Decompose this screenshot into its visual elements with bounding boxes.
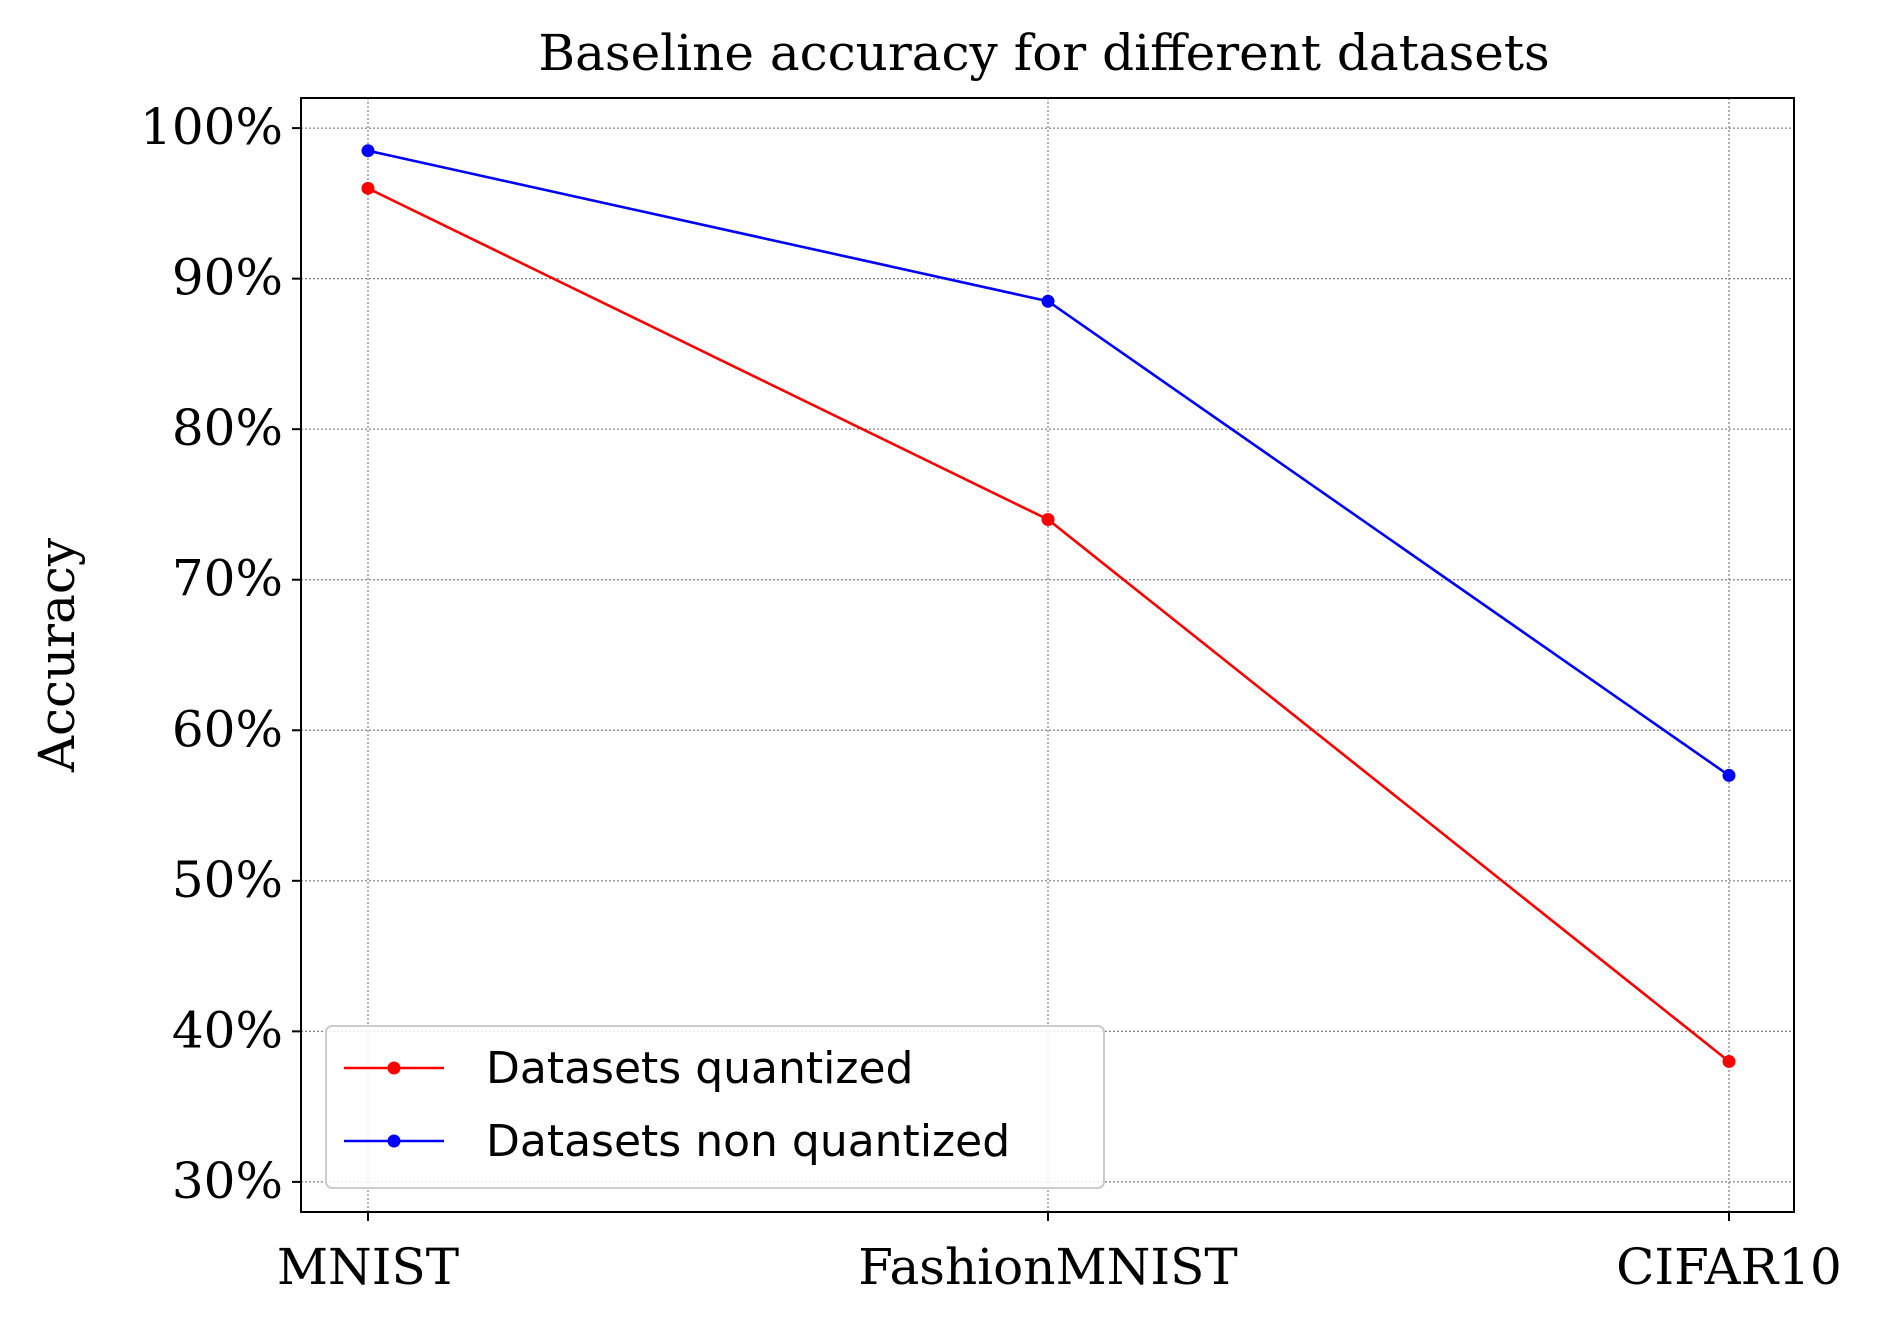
legend-box [325, 1025, 1105, 1189]
data-point [361, 181, 375, 195]
data-point [1041, 294, 1055, 308]
y-tick-label: 60% [172, 700, 283, 758]
series-layer [361, 144, 1736, 1068]
data-point [361, 144, 375, 158]
legend-label: Datasets quantized [486, 1043, 913, 1094]
legend-item: Datasets quantized [344, 1043, 913, 1094]
x-tick-label: FashionMNIST [858, 1238, 1238, 1296]
legend: Datasets quantized Datasets non quantized [325, 1025, 1105, 1189]
y-tick-label: 30% [172, 1152, 283, 1210]
chart-title: Baseline accuracy for different datasets [538, 24, 1549, 82]
y-tick-label: 50% [172, 851, 283, 909]
y-tick-label: 70% [172, 550, 283, 608]
y-tick-label: 90% [172, 249, 283, 307]
y-axis-label: Accuracy [28, 537, 86, 773]
x-tick-label: CIFAR10 [1616, 1238, 1842, 1296]
series-2 [361, 144, 1736, 782]
axis-ticks: 30% 40% 50% 60% 70% 80% 90% 100% MNIST FashionMNI… [140, 98, 1842, 1296]
y-tick-label: 80% [172, 399, 283, 457]
y-tick-label: 100% [140, 98, 283, 156]
data-point [1722, 768, 1736, 782]
y-tick-label: 40% [172, 1001, 283, 1059]
series-1 [361, 181, 1736, 1068]
data-point [1722, 1054, 1736, 1068]
data-point [1041, 513, 1055, 527]
legend-label: Datasets non quantized [486, 1116, 1010, 1167]
legend-marker [387, 1134, 401, 1148]
legend-marker [387, 1061, 401, 1075]
legend-item: Datasets non quantized [344, 1116, 1010, 1167]
x-tick-label: MNIST [277, 1238, 459, 1296]
